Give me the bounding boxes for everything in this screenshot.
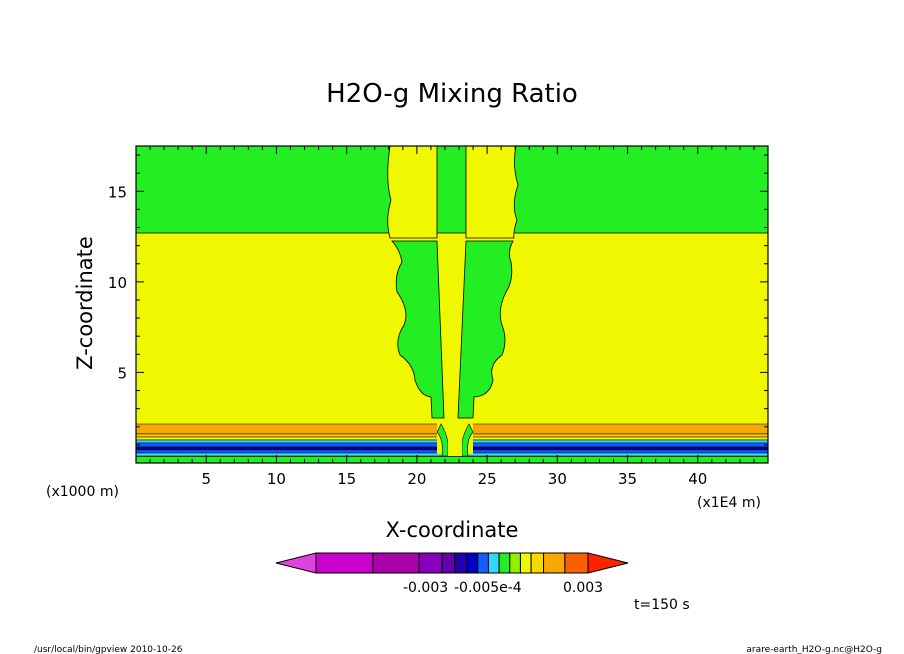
central-right-plume-base: [461, 423, 474, 457]
footer-left: /usr/local/bin/gpview 2010-10-26: [34, 645, 183, 654]
colorbar-left-arrow: [275, 552, 317, 574]
colorbar: [275, 552, 629, 574]
x-tick-label-15: 15: [337, 470, 356, 488]
colorbar-segment-10: [519, 552, 532, 574]
y-axis-label: Z-coordinate: [73, 236, 97, 370]
x-tick-label-40: 40: [688, 470, 707, 488]
colorbar-segment-12: [543, 552, 566, 574]
colorbar-segment-13: [564, 552, 589, 574]
x-tick-label-10: 10: [267, 470, 286, 488]
chart-title: H2O-g Mixing Ratio: [326, 79, 578, 109]
colorbar-segment-5: [466, 552, 479, 574]
colorbar-segment-6: [477, 552, 489, 574]
axes: 5 10 15 20 25 30 35 40 5 10 15: [108, 145, 769, 488]
x-unit-left: (x1000 m): [46, 484, 119, 500]
central-left-plume-base: [436, 423, 449, 457]
region-green-2: [136, 456, 768, 463]
x-tick-label-20: 20: [407, 470, 426, 488]
y-tick-label-5: 5: [117, 364, 127, 382]
time-label: t=150 s: [634, 597, 690, 613]
colorbar-segment-2: [418, 552, 443, 574]
axes-frame: [135, 145, 769, 464]
right-upper-plume: [465, 146, 519, 239]
colorbar-segment-1: [372, 552, 420, 574]
region-green-1: [136, 146, 768, 234]
contour-fill: [136, 146, 768, 463]
colorbar-segment-4: [454, 552, 468, 574]
y-tick-label-15: 15: [108, 183, 127, 201]
colorbar-segment-8: [498, 552, 511, 574]
central-core: [448, 424, 462, 456]
colorbar-segment-3: [441, 552, 456, 574]
x-unit-right: (x1E4 m): [697, 495, 761, 511]
colorbar-segment-11: [530, 552, 545, 574]
left-lower-plume: [391, 240, 445, 419]
x-tick-label-25: 25: [478, 470, 497, 488]
x-tick-label-5: 5: [201, 470, 211, 488]
left-upper-plume: [387, 146, 438, 239]
colorbar-label-3: 0.003: [563, 580, 603, 596]
colorbar-label-2: -0.005e-4: [454, 580, 522, 596]
y-tick-label-10: 10: [108, 274, 127, 292]
footer-right: arare-earth_H2O-g.nc@H2O-g: [746, 645, 882, 654]
colorbar-segment-7: [487, 552, 500, 574]
x-tick-label-35: 35: [618, 470, 637, 488]
right-lower-plume: [457, 240, 514, 419]
colorbar-right-arrow: [587, 552, 629, 574]
colorbar-segment-0: [315, 552, 374, 574]
x-axis-label: X-coordinate: [386, 518, 519, 542]
plot-area: [136, 146, 768, 463]
x-tick-label-30: 30: [548, 470, 567, 488]
colorbar-segment-9: [509, 552, 521, 574]
colorbar-label-1: -0.003: [403, 580, 448, 596]
